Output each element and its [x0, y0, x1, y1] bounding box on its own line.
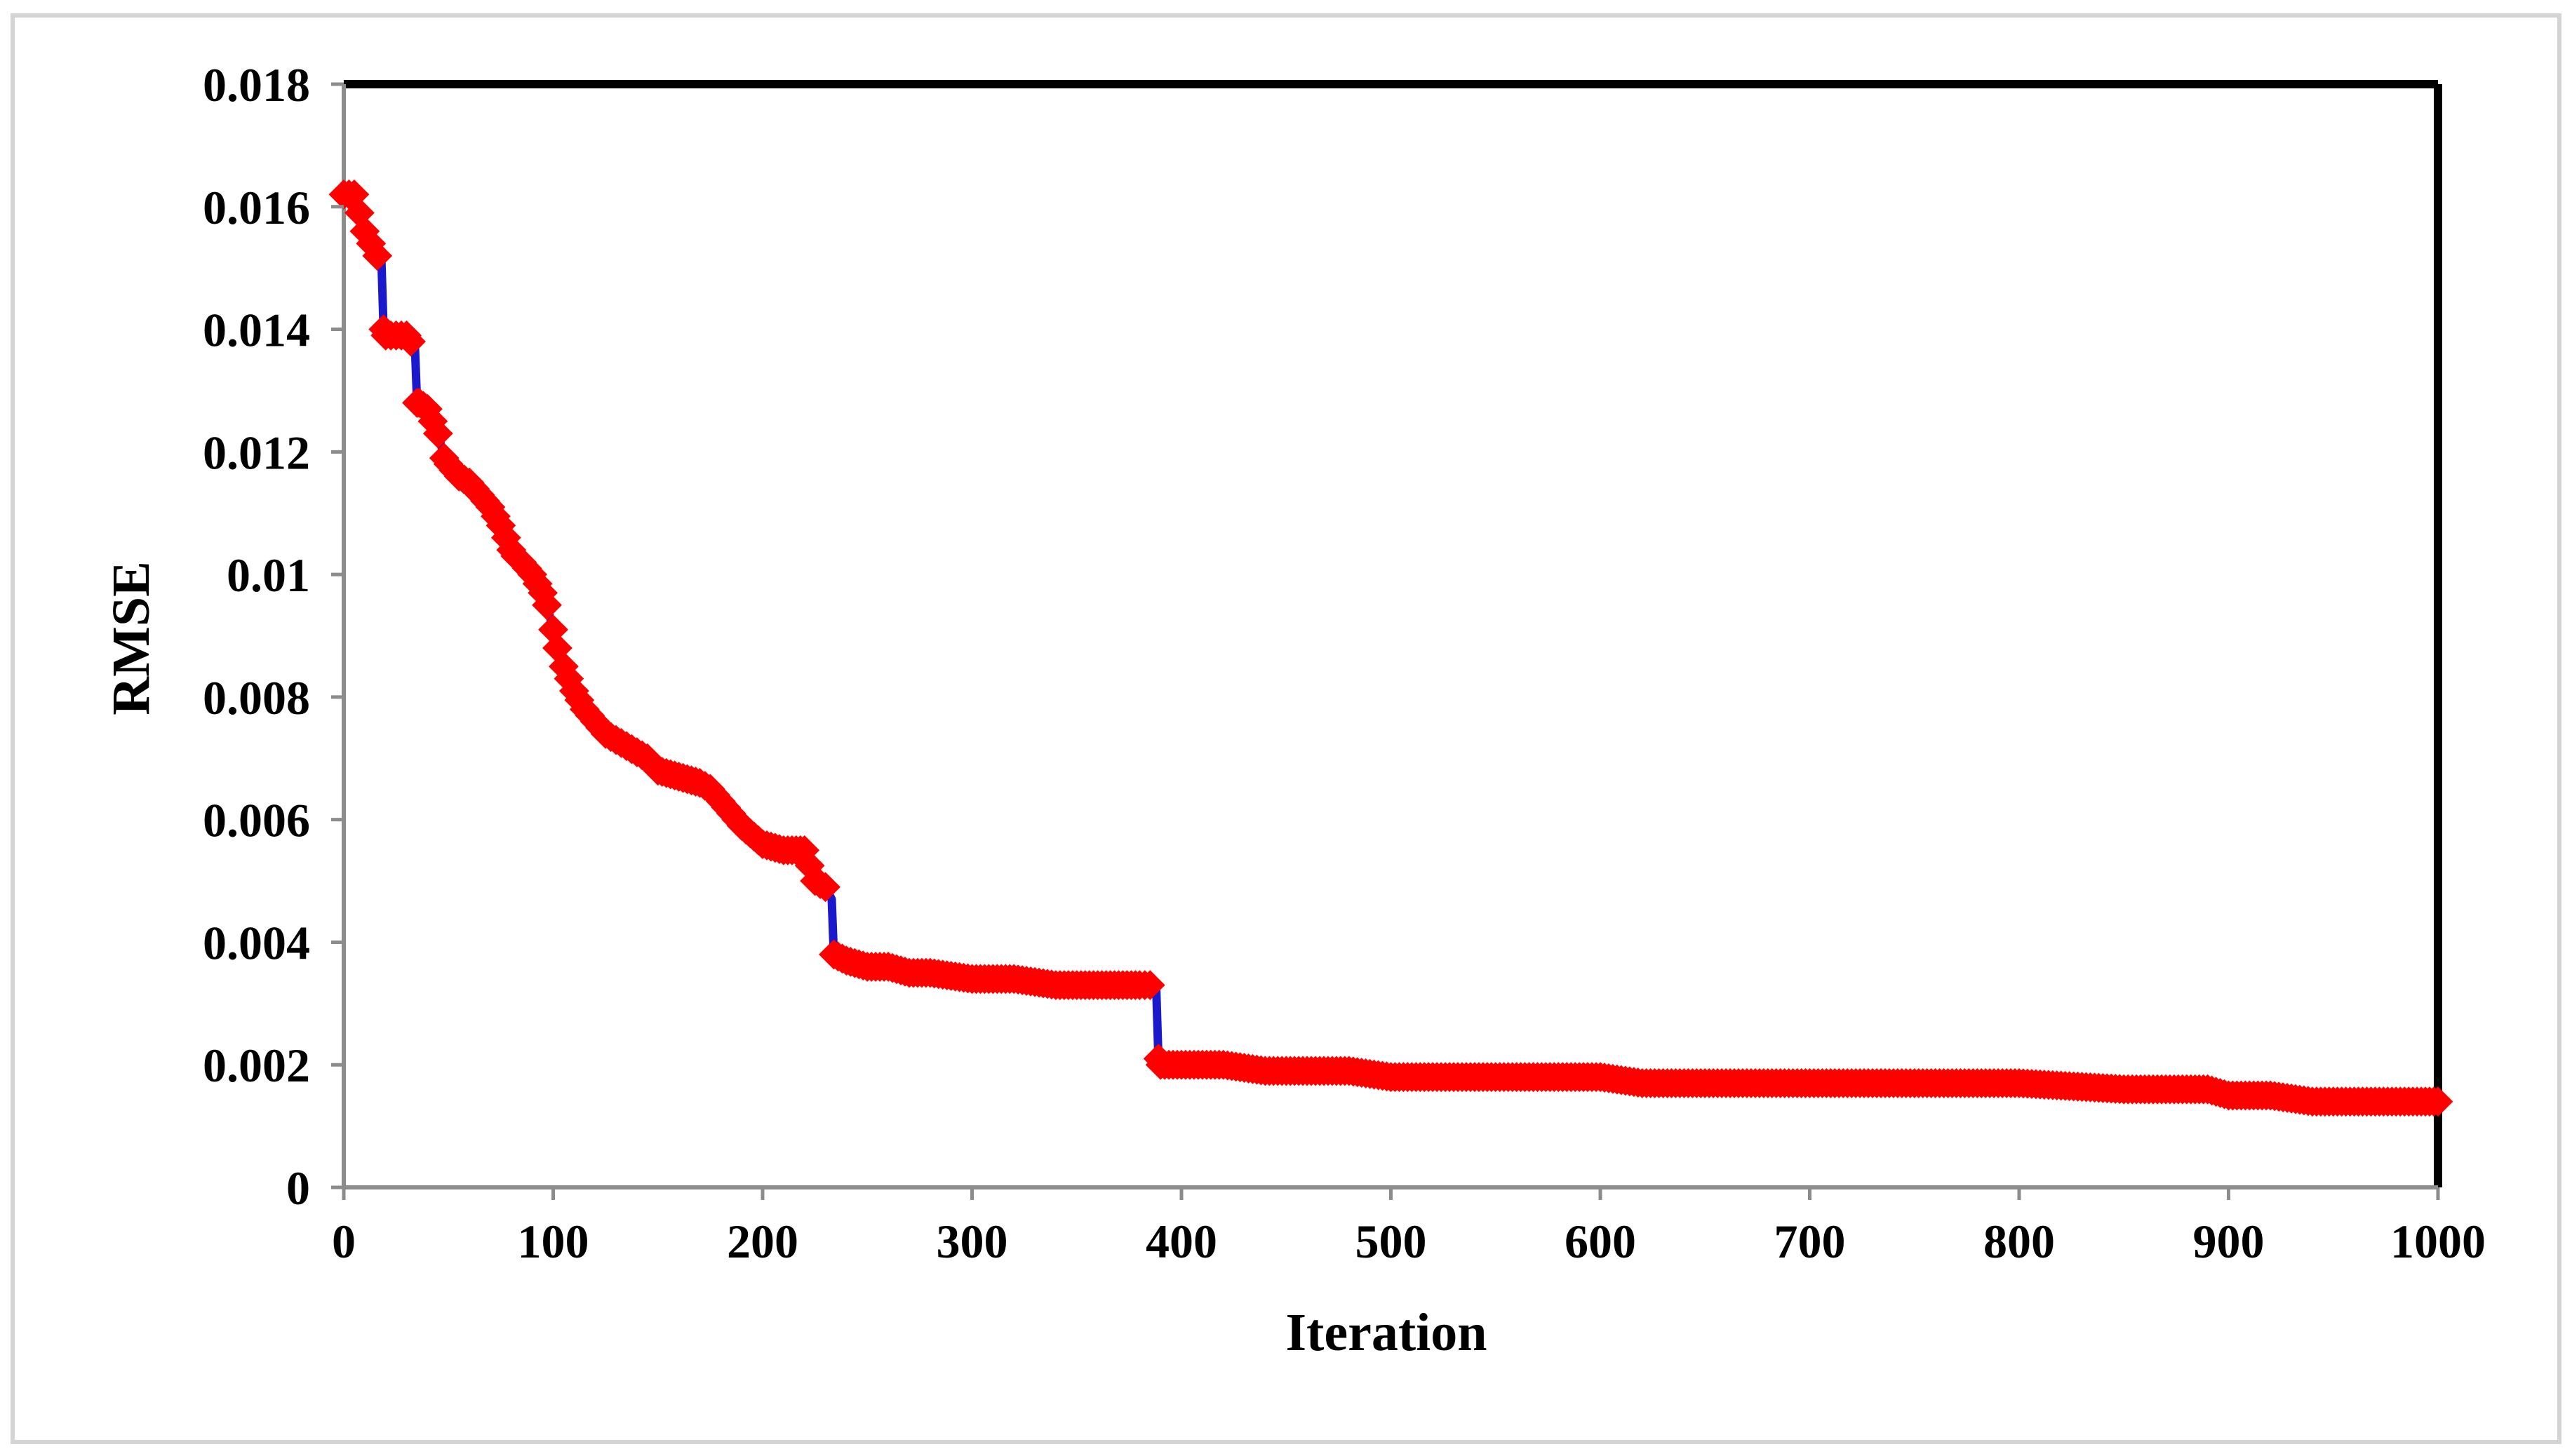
x-tick-label: 300 [937, 1215, 1008, 1268]
y-tick-label: 0.012 [203, 426, 310, 479]
x-tick-label: 200 [727, 1215, 798, 1268]
x-tick-label: 100 [518, 1215, 589, 1268]
data-point-marker [1134, 970, 1165, 1001]
y-tick-label: 0.006 [203, 794, 310, 847]
data-point-marker [532, 590, 562, 621]
x-tick-label: 400 [1146, 1215, 1217, 1268]
x-axis-title: Iteration [1285, 1303, 1487, 1362]
y-tick-label: 0.016 [203, 181, 310, 234]
y-tick-label: 0.01 [227, 548, 310, 602]
x-tick-label: 800 [1983, 1215, 2055, 1268]
x-tick-label: 900 [2193, 1215, 2265, 1268]
outer-border [11, 13, 2561, 1444]
data-point-marker [396, 326, 426, 357]
y-tick-label: 0.004 [203, 916, 310, 969]
x-tick-label: 600 [1565, 1215, 1636, 1268]
data-point-marker [2423, 1086, 2453, 1117]
y-tick-label: 0.002 [203, 1039, 310, 1092]
y-tick-label: 0.008 [203, 671, 310, 724]
x-tick-label: 700 [1774, 1215, 1846, 1268]
y-tick-label: 0 [286, 1161, 310, 1215]
y-axis-title: RMSE [102, 561, 161, 715]
x-tick-label: 500 [1355, 1215, 1427, 1268]
x-tick-label: 0 [332, 1215, 356, 1268]
y-tick-label: 0.014 [203, 304, 310, 357]
data-point-marker [810, 872, 840, 903]
data-point-marker [422, 418, 453, 449]
data-point-marker [362, 241, 393, 271]
y-tick-label: 0.018 [203, 58, 310, 112]
x-tick-label: 1000 [2390, 1215, 2486, 1268]
